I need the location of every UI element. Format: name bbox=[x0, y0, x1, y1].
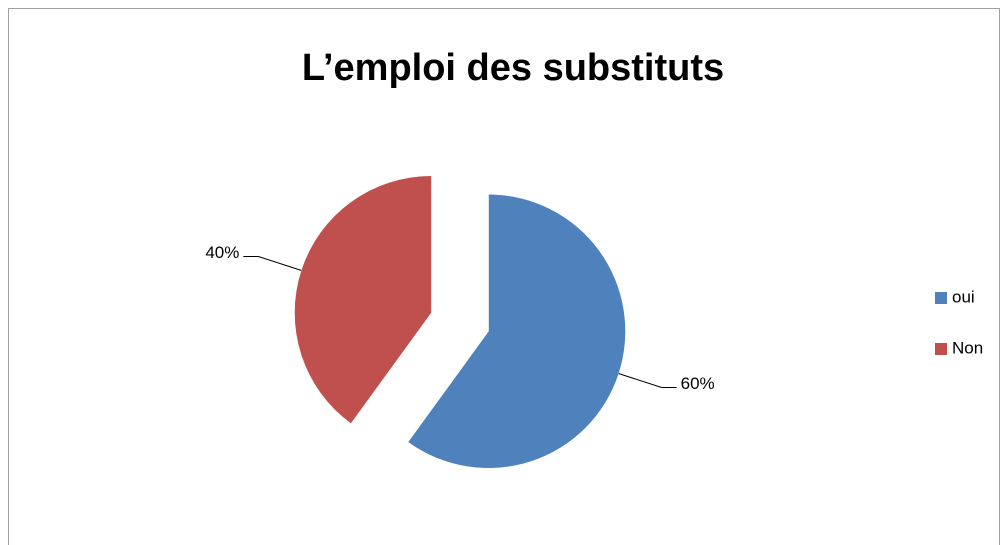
data-label: 40% bbox=[205, 243, 239, 262]
chart-title: L’emploi des substituts bbox=[302, 47, 724, 89]
pie-slice bbox=[407, 194, 626, 469]
leader-line bbox=[618, 373, 677, 389]
leader-line bbox=[243, 255, 302, 271]
legend-label: oui bbox=[952, 287, 975, 306]
legend-swatch bbox=[935, 292, 947, 304]
legend-swatch bbox=[935, 343, 947, 355]
data-label: 60% bbox=[681, 374, 715, 393]
legend-label: Non bbox=[952, 338, 983, 357]
